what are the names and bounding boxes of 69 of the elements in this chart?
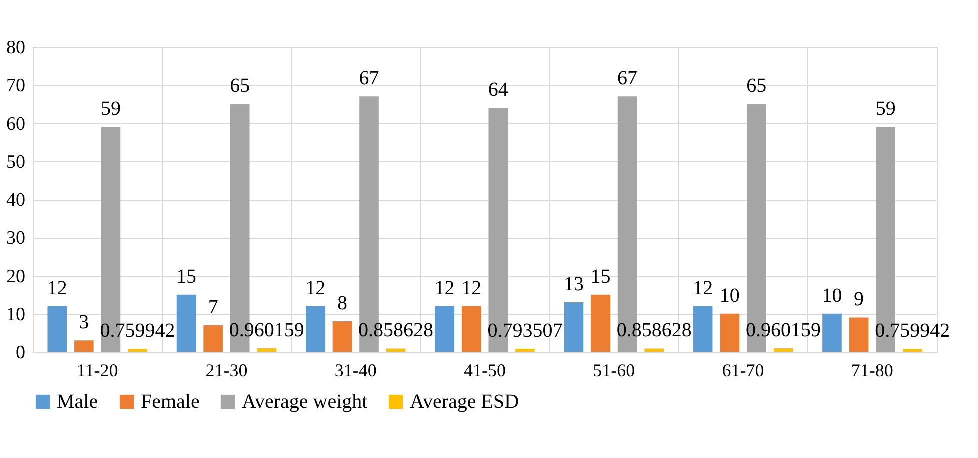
data-label: 64 bbox=[488, 79, 508, 101]
bar bbox=[204, 325, 223, 352]
bar bbox=[849, 318, 869, 352]
data-label: 67 bbox=[359, 68, 380, 90]
data-label: 8 bbox=[337, 292, 348, 314]
bar bbox=[306, 306, 326, 352]
x-tick-label: 21-30 bbox=[206, 360, 248, 380]
data-label: 0.759942 bbox=[875, 320, 950, 342]
data-label: 10 bbox=[720, 284, 740, 307]
y-tick-label: 70 bbox=[6, 76, 26, 97]
data-label: 0.960159 bbox=[229, 319, 304, 342]
y-tick-label: 60 bbox=[6, 114, 26, 135]
bar bbox=[902, 349, 922, 352]
data-label: 10 bbox=[822, 284, 842, 307]
y-tick-label: 50 bbox=[6, 152, 26, 173]
bar bbox=[693, 306, 713, 352]
y-tick-label: 80 bbox=[6, 38, 26, 58]
data-label: 12 bbox=[462, 277, 482, 300]
data-label: 0.793507 bbox=[488, 320, 563, 342]
x-tick-label: 11-20 bbox=[76, 360, 118, 380]
bar bbox=[435, 306, 454, 352]
data-label: 59 bbox=[876, 98, 896, 120]
legend-label: Female bbox=[141, 391, 200, 413]
data-label: 9 bbox=[854, 288, 864, 311]
data-label: 67 bbox=[618, 68, 638, 90]
x-tick-label: 71-80 bbox=[851, 360, 894, 380]
bar bbox=[257, 348, 277, 352]
x-tick-label: 41-50 bbox=[464, 360, 506, 380]
data-label: 12 bbox=[434, 277, 455, 300]
bar bbox=[386, 348, 406, 352]
data-label: 0.858628 bbox=[616, 320, 692, 342]
y-tick-label: 0 bbox=[16, 342, 26, 364]
data-label: 65 bbox=[746, 75, 767, 98]
bar bbox=[564, 302, 584, 352]
data-label: 12 bbox=[306, 277, 326, 300]
data-label: 13 bbox=[564, 273, 584, 296]
bar bbox=[128, 349, 148, 352]
y-tick-label: 40 bbox=[6, 190, 26, 211]
data-label: 0.858628 bbox=[358, 320, 434, 342]
bar bbox=[176, 294, 196, 352]
data-label: 0.960159 bbox=[746, 319, 821, 342]
legend-label: Average weight bbox=[242, 391, 368, 413]
y-tick-label: 30 bbox=[6, 228, 26, 250]
bar bbox=[720, 314, 740, 352]
data-label: 12 bbox=[693, 277, 714, 300]
data-label: 12 bbox=[47, 277, 68, 300]
bar bbox=[48, 306, 68, 352]
legend-label: Male bbox=[57, 391, 98, 413]
bar bbox=[774, 348, 794, 352]
bar bbox=[332, 322, 352, 352]
bar bbox=[644, 348, 664, 352]
bar bbox=[462, 306, 482, 352]
data-label: 15 bbox=[176, 266, 197, 288]
data-label: 15 bbox=[590, 266, 611, 288]
bar bbox=[591, 294, 610, 352]
bar bbox=[822, 314, 842, 352]
x-tick-label: 31-40 bbox=[334, 360, 377, 380]
data-label: 0.759942 bbox=[100, 320, 176, 342]
x-tick-label: 61-70 bbox=[722, 360, 764, 380]
data-label: 7 bbox=[208, 296, 218, 318]
legend-label: Average ESD bbox=[410, 391, 520, 413]
data-label: 59 bbox=[100, 98, 121, 120]
data-label: 3 bbox=[79, 312, 90, 334]
data-label: 65 bbox=[230, 75, 250, 98]
bar bbox=[516, 348, 535, 352]
bar bbox=[74, 340, 94, 352]
y-tick-label: 10 bbox=[6, 304, 26, 326]
y-tick-label: 20 bbox=[6, 266, 26, 288]
x-tick-label: 51-60 bbox=[593, 360, 636, 380]
